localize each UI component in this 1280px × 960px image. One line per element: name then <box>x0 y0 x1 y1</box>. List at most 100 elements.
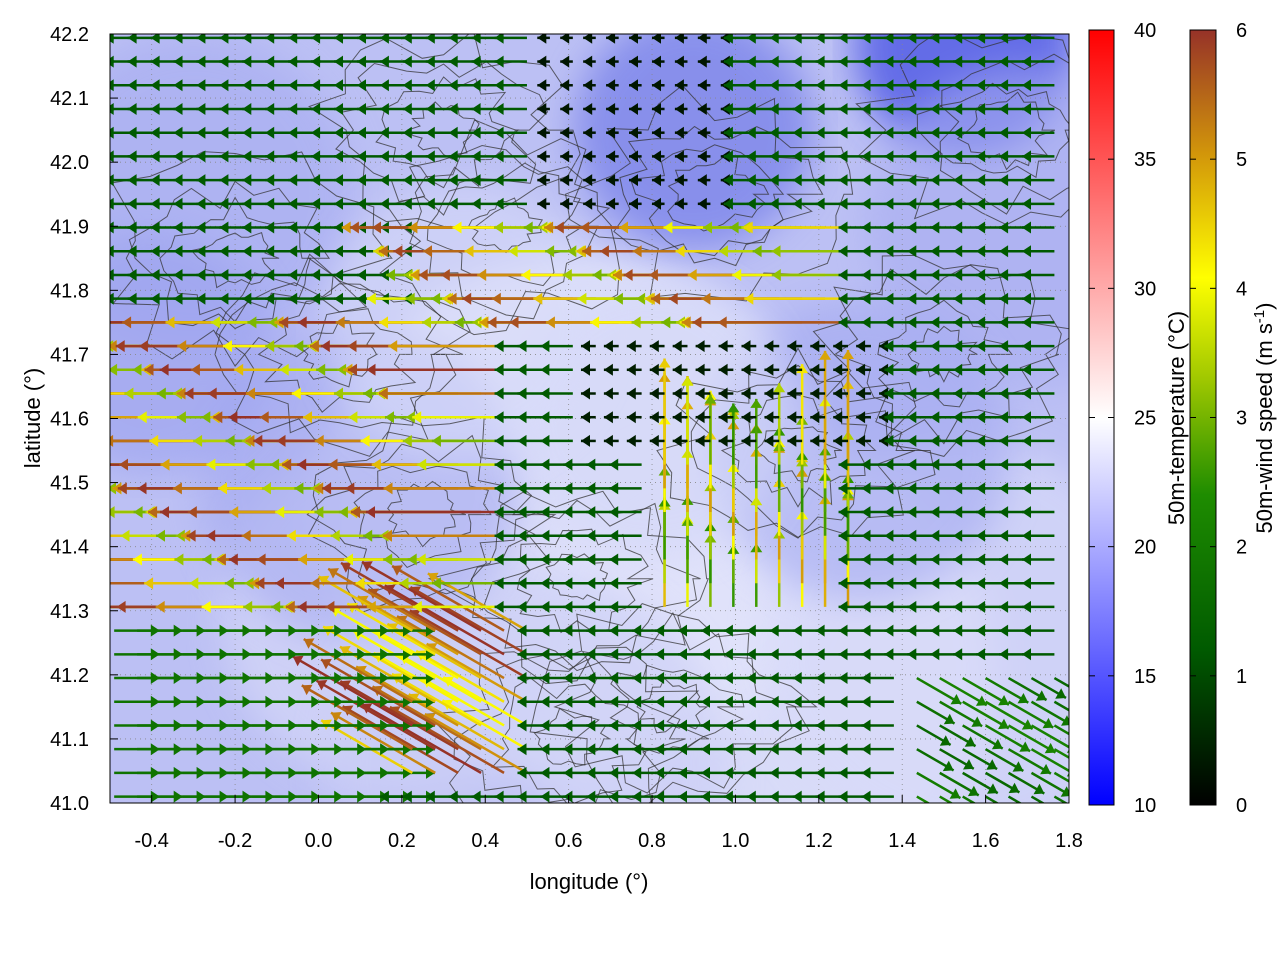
wind-arrow-head <box>838 482 848 495</box>
wind-arrow-head <box>311 126 321 139</box>
wind-arrow-head <box>407 553 417 566</box>
wind-arrow-head <box>176 411 186 424</box>
wind-arrow <box>764 387 780 400</box>
wind-arrow-head <box>148 506 158 519</box>
wind-arrow-head <box>219 79 229 92</box>
wind-arrow-head <box>242 197 252 210</box>
colorbar-tick-label: 35 <box>1134 149 1156 171</box>
wind-arrow-head <box>378 387 388 400</box>
wind-arrow-head <box>540 529 550 542</box>
wind-arrow-head <box>741 340 751 353</box>
wind-arrow-head <box>907 55 917 68</box>
wind-arrow <box>606 55 619 68</box>
wind-arrow-head <box>242 174 252 187</box>
wind-arrow-head <box>243 600 253 613</box>
wind-arrow-head <box>190 363 200 376</box>
wind-arrow-head <box>560 34 570 44</box>
wind-arrow-head <box>746 719 756 732</box>
wind-arrow-head <box>15 554 24 566</box>
wind-arrow-shaft <box>441 699 528 751</box>
wind-arrow-head <box>674 197 684 210</box>
wind-arrow-head <box>311 292 321 305</box>
wind-arrow-head <box>586 624 596 637</box>
wind-arrow <box>110 273 115 277</box>
wind-arrow <box>540 340 573 353</box>
wind-arrow-head <box>991 738 1003 750</box>
wind-arrow-head <box>998 695 1009 706</box>
wind-arrow-head <box>581 434 590 447</box>
contour <box>907 325 978 383</box>
wind-arrow-head <box>999 434 1009 447</box>
wind-arrow-head <box>1081 809 1092 819</box>
wind-arrow-head <box>769 174 779 187</box>
wind-arrow-head <box>1022 600 1031 613</box>
wind-arrow-head <box>861 624 871 637</box>
wind-arrow-head <box>976 34 986 44</box>
wind-arrow <box>560 103 573 115</box>
y-tick-label: 41.9 <box>50 216 89 238</box>
wind-arrow-head <box>810 340 820 353</box>
wind-arrow-head <box>884 150 894 163</box>
wind-arrow <box>833 363 849 376</box>
wind-arrow <box>787 387 803 400</box>
wind-arrow-head <box>723 695 733 708</box>
wind-arrow-head <box>517 719 527 732</box>
wind-arrow-head <box>1022 316 1031 329</box>
wind-arrow-head <box>173 126 183 139</box>
wind-arrow-head <box>366 506 375 519</box>
wind-arrow-head <box>672 363 682 376</box>
colorbar-tick-label: 30 <box>1134 278 1156 300</box>
wind-arrow-head <box>963 759 974 770</box>
wind-arrow-head <box>127 174 137 187</box>
wind-arrow-head <box>242 34 252 44</box>
wind-arrow-head <box>815 126 825 139</box>
wind-arrow-head <box>999 197 1009 210</box>
wind-arrow-head <box>655 624 665 637</box>
wind-arrow-head <box>701 766 710 779</box>
wind-arrow-head <box>540 624 550 637</box>
wind-arrow-head <box>563 529 573 542</box>
wind-arrow-head <box>265 150 275 163</box>
wind-arrow-head <box>418 269 428 281</box>
wind-arrow-head <box>884 411 894 424</box>
wind-arrow-head <box>560 197 570 210</box>
wind-arrow-head <box>769 624 779 637</box>
wind-arrow-head <box>907 79 917 92</box>
wind-arrow-head <box>357 34 366 44</box>
wind-arrow-head <box>110 434 114 447</box>
wind-arrow-head <box>861 174 871 187</box>
wind-arrow-head <box>517 766 527 779</box>
wind-arrow <box>764 411 780 424</box>
wind-arrow-head <box>537 126 547 139</box>
wind-arrow-head <box>993 811 1004 821</box>
wind-arrow-head <box>1022 197 1031 210</box>
wind-arrow <box>540 434 573 447</box>
wind-arrow-head <box>127 292 137 305</box>
colorbar-tick-label: 3 <box>1236 408 1247 430</box>
wind-arrow-head <box>517 363 527 376</box>
wind-arrow-head <box>701 648 710 661</box>
wind-arrow-head <box>196 79 206 92</box>
wind-arrow <box>1053 748 1069 760</box>
wind-arrow <box>609 553 642 566</box>
wind-arrow-head <box>184 387 194 400</box>
wind-arrow-head <box>110 34 114 44</box>
wind-arrow <box>320 658 436 727</box>
wind-arrow-head <box>606 126 616 139</box>
wind-arrow <box>606 197 619 210</box>
wind-arrow-head <box>150 103 160 115</box>
wind-arrow-head <box>629 126 638 139</box>
wind-arrow-head <box>471 174 481 187</box>
wind-arrow-head <box>764 411 774 424</box>
wind-arrow-head <box>403 269 413 281</box>
wind-arrow-head <box>586 529 596 542</box>
wind-arrow <box>366 363 505 376</box>
wind-arrow <box>537 174 550 187</box>
wind-arrow-head <box>695 411 705 424</box>
wind-arrow-head <box>265 292 275 305</box>
wind-arrow-head <box>769 766 779 779</box>
y-tick-label: 41.6 <box>50 409 89 431</box>
wind-arrow-shaft <box>409 585 528 656</box>
wind-arrow <box>583 55 596 68</box>
wind-arrow <box>718 340 734 353</box>
